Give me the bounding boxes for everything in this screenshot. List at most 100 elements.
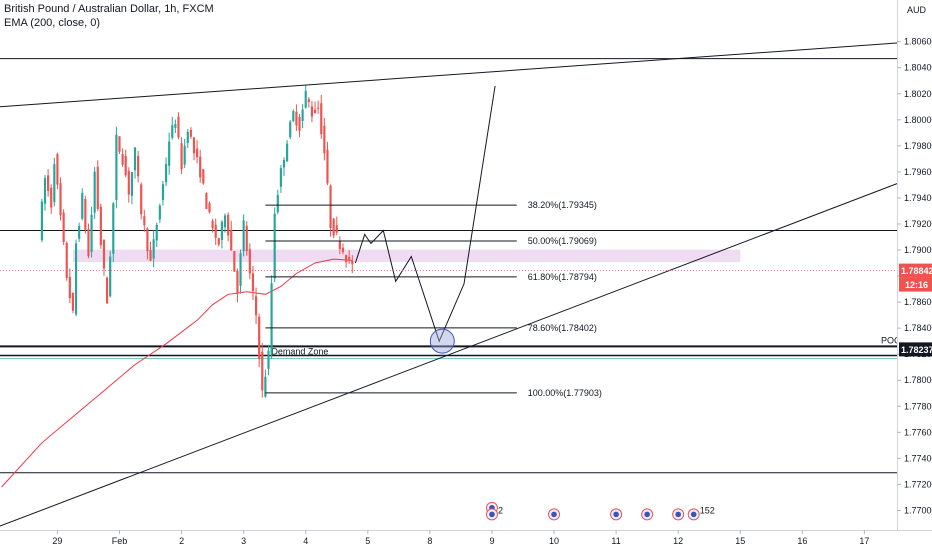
support-zone bbox=[72, 249, 741, 263]
candle-body bbox=[183, 145, 186, 165]
price-tick-label: 1.77000 bbox=[904, 505, 932, 515]
candle-body bbox=[90, 214, 93, 252]
candle-body bbox=[217, 238, 220, 245]
candle-body bbox=[301, 109, 304, 121]
candle-body bbox=[267, 350, 270, 369]
candle-body bbox=[211, 220, 214, 229]
candle-body bbox=[273, 213, 276, 279]
candle-body bbox=[307, 99, 310, 103]
candle-body bbox=[338, 240, 341, 250]
price-tick-label: 1.78600 bbox=[904, 297, 932, 307]
candle-body bbox=[118, 136, 121, 152]
candle-body bbox=[50, 187, 53, 208]
candle-body bbox=[121, 154, 124, 165]
trendlines bbox=[0, 42, 898, 527]
price-tick-label: 1.77600 bbox=[904, 427, 932, 437]
candle-body bbox=[40, 201, 43, 241]
candle-body bbox=[96, 166, 99, 209]
time-tick-label: 9 bbox=[489, 536, 494, 546]
candle-body bbox=[292, 110, 295, 122]
chart-title: British Pound / Australian Dollar, 1h, F… bbox=[4, 3, 214, 15]
candle-body bbox=[71, 292, 75, 311]
candle-body bbox=[112, 203, 115, 254]
candle-body bbox=[332, 218, 335, 236]
candle-body bbox=[279, 168, 282, 187]
candle-body bbox=[84, 199, 87, 230]
event-count-label: 2 bbox=[498, 505, 503, 515]
candle-body bbox=[236, 270, 239, 294]
candle-body bbox=[335, 225, 338, 233]
poc-price-tag bbox=[899, 342, 932, 357]
candle-body bbox=[242, 220, 245, 252]
time-tick-label: 16 bbox=[797, 536, 807, 546]
event-flag-dot bbox=[489, 511, 495, 518]
candle-body bbox=[202, 169, 205, 184]
price-projection bbox=[354, 85, 496, 354]
candle-body bbox=[351, 260, 354, 265]
horizontal-levels: Demand Zone POC bbox=[0, 58, 901, 474]
candle-body bbox=[149, 250, 152, 261]
candle-body bbox=[186, 131, 189, 143]
candle-body bbox=[171, 125, 174, 138]
last-price-value: 1.78842 bbox=[901, 266, 932, 276]
candle-body bbox=[227, 214, 230, 236]
candle-body bbox=[137, 156, 140, 177]
candle-body bbox=[270, 283, 273, 354]
price-tick-label: 1.79200 bbox=[904, 219, 932, 229]
candle-body bbox=[208, 203, 211, 213]
poc-price-value: 1.78237 bbox=[901, 345, 932, 355]
economic-events: 2 152 bbox=[485, 501, 715, 521]
candle-body bbox=[47, 175, 50, 191]
candle-body bbox=[109, 256, 112, 297]
candle-body bbox=[102, 240, 106, 269]
candle-body bbox=[254, 296, 258, 316]
candle-body bbox=[295, 111, 298, 126]
candle-body bbox=[276, 195, 279, 213]
candle-body bbox=[214, 224, 217, 238]
fib-level-label: 61.80%(1.78794) bbox=[528, 272, 597, 282]
fib-level-label: 78.60%(1.78402) bbox=[528, 323, 597, 333]
candle-body bbox=[146, 228, 149, 252]
candle-body bbox=[245, 225, 248, 252]
candle-body bbox=[289, 121, 292, 138]
candle-body bbox=[251, 273, 255, 292]
candle-body bbox=[168, 141, 171, 166]
poc-label: POC bbox=[881, 335, 901, 345]
ema-indicator-label[interactable]: EMA (200, close, 0) bbox=[4, 17, 100, 29]
candle-body bbox=[310, 106, 314, 117]
price-tick-label: 1.80000 bbox=[904, 115, 932, 125]
fibonacci-retracement: 38.20%(1.79345) 50.00%(1.79069) 61.80%(1.7… bbox=[265, 200, 602, 398]
candle-body bbox=[78, 225, 81, 239]
candle-body bbox=[282, 160, 286, 168]
candle-body bbox=[196, 148, 199, 158]
fib-level-label: 50.00%(1.79069) bbox=[528, 236, 597, 246]
demand-zone-label: Demand Zone bbox=[271, 347, 328, 357]
trendline bbox=[0, 183, 898, 527]
candle-body bbox=[177, 116, 180, 138]
price-tick-label: 1.77800 bbox=[904, 401, 932, 411]
projection-path bbox=[354, 85, 496, 343]
time-tick-label: 8 bbox=[427, 536, 432, 546]
candle-body bbox=[174, 124, 177, 128]
candle-body bbox=[68, 276, 71, 299]
fib-level-label: 38.20%(1.79345) bbox=[528, 200, 597, 210]
currency-label: AUD bbox=[907, 5, 927, 15]
time-tick-label: Feb bbox=[112, 536, 128, 546]
candle-body bbox=[230, 229, 233, 251]
candle-body bbox=[189, 129, 192, 137]
price-tick-label: 1.79400 bbox=[904, 193, 932, 203]
time-tick-label: 11 bbox=[611, 536, 620, 546]
candle-body bbox=[43, 178, 47, 204]
ema-line bbox=[1, 258, 353, 488]
candle-body bbox=[344, 255, 348, 262]
time-tick-label: 10 bbox=[549, 536, 559, 546]
target-circle bbox=[429, 328, 455, 354]
candle-body bbox=[264, 376, 267, 397]
candle-body bbox=[93, 171, 96, 213]
candle-body bbox=[140, 184, 143, 215]
candle-body bbox=[317, 107, 320, 109]
candle-body bbox=[233, 251, 236, 272]
event-flag-dot bbox=[690, 511, 697, 518]
